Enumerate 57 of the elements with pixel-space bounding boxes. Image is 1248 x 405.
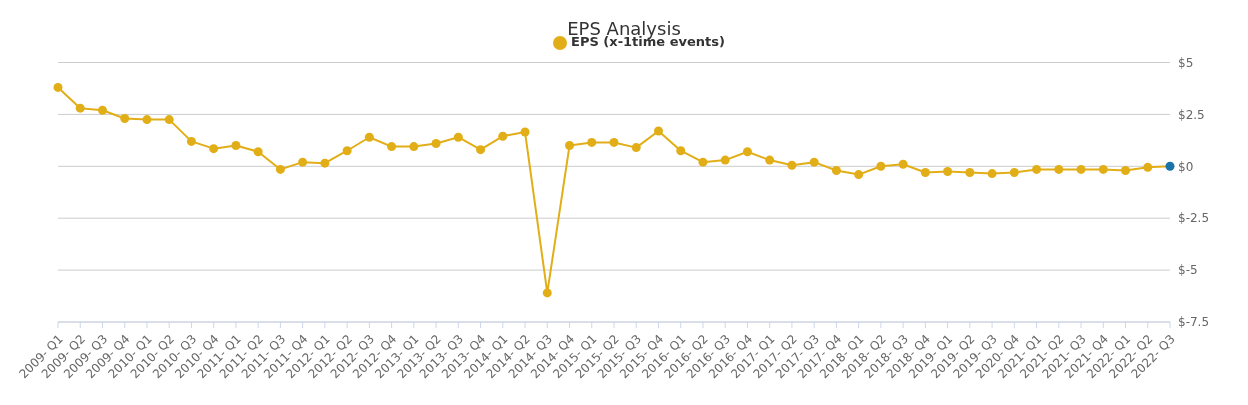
point xyxy=(320,158,330,168)
point xyxy=(1165,161,1175,171)
point xyxy=(943,166,953,176)
y-tick-label: $0 xyxy=(1178,159,1194,174)
point xyxy=(1143,162,1153,172)
y-tick-label: $-5 xyxy=(1178,263,1198,278)
y-tick-label: $-7.5 xyxy=(1178,315,1210,330)
point xyxy=(1009,168,1019,178)
point xyxy=(387,142,397,152)
point xyxy=(742,147,752,157)
point xyxy=(520,127,530,137)
point xyxy=(920,168,930,178)
point xyxy=(631,143,641,153)
point xyxy=(275,164,285,174)
point xyxy=(209,144,219,154)
point xyxy=(809,157,819,167)
point xyxy=(298,157,308,167)
point xyxy=(75,103,85,113)
point xyxy=(609,137,619,147)
y-tick-label: $-2.5 xyxy=(1178,211,1210,226)
point xyxy=(1098,164,1108,174)
point xyxy=(498,131,508,141)
point xyxy=(164,115,174,125)
point xyxy=(1032,164,1042,174)
point xyxy=(142,115,152,125)
point xyxy=(342,146,352,156)
point xyxy=(987,169,997,179)
point xyxy=(565,141,575,151)
point xyxy=(898,159,908,169)
y-tick-label: $5 xyxy=(1178,55,1194,70)
y-tick-label: $2.5 xyxy=(1178,107,1205,122)
point xyxy=(876,161,886,171)
point xyxy=(476,145,486,155)
point xyxy=(587,137,597,147)
point xyxy=(53,82,63,92)
point xyxy=(1054,164,1064,174)
point xyxy=(364,132,374,142)
point xyxy=(831,165,841,175)
point xyxy=(97,105,107,115)
point xyxy=(720,155,730,165)
point xyxy=(787,160,797,170)
point xyxy=(698,157,708,167)
point xyxy=(409,142,419,152)
point xyxy=(231,141,241,151)
point xyxy=(431,138,441,148)
point xyxy=(965,168,975,178)
point xyxy=(453,132,463,142)
point xyxy=(120,114,130,124)
point xyxy=(765,155,775,165)
point xyxy=(653,126,663,136)
point xyxy=(542,288,552,298)
point xyxy=(1076,164,1086,174)
point xyxy=(253,147,263,157)
point xyxy=(676,146,686,156)
point xyxy=(186,136,196,146)
point xyxy=(1121,165,1131,175)
point xyxy=(854,170,864,180)
